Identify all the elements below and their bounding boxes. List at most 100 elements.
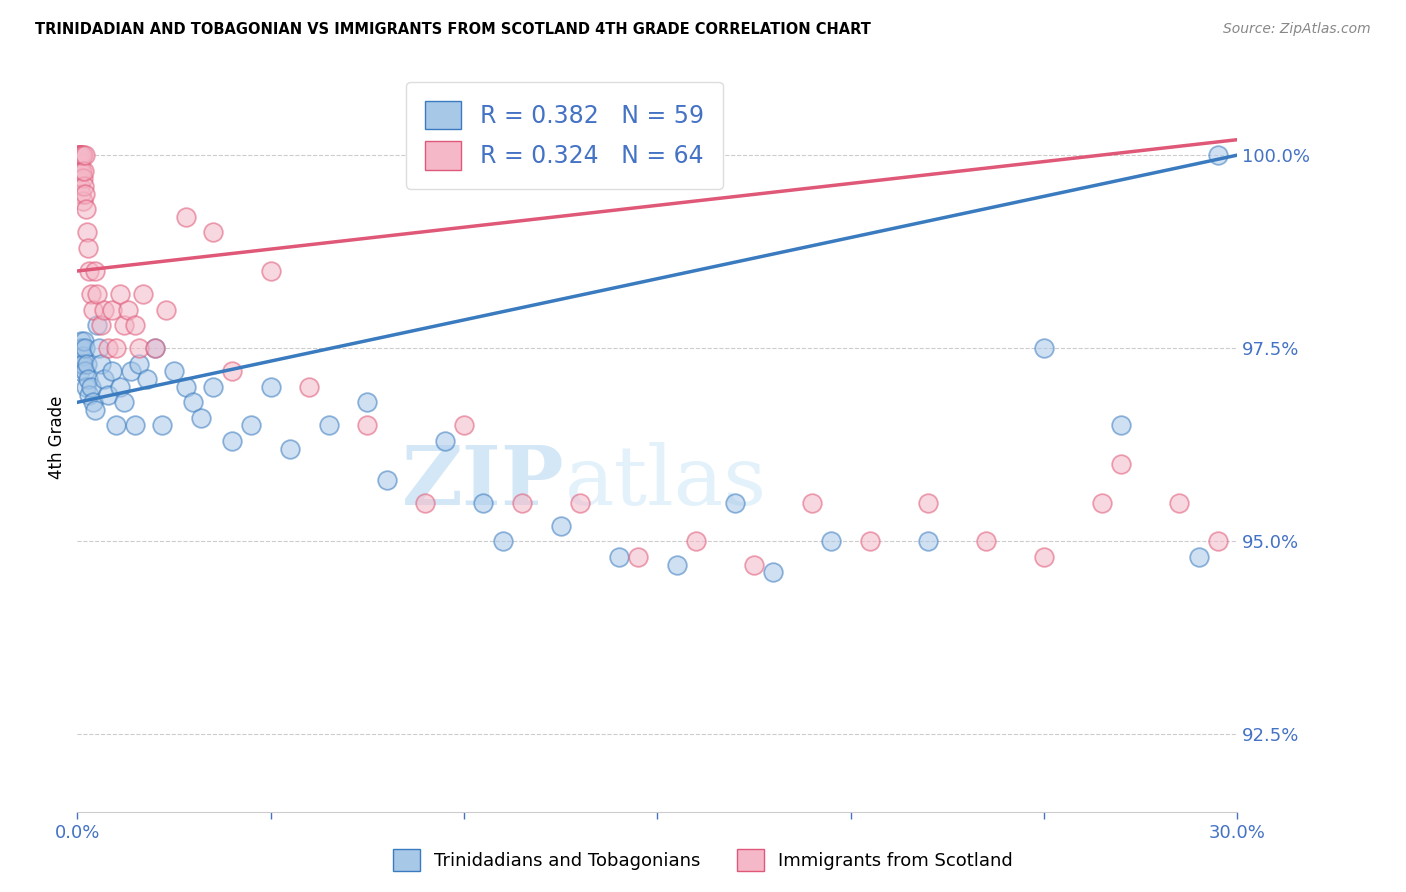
Point [69, 148, 91, 162]
Point [76, 357, 98, 371]
Point [356, 395, 378, 409]
Point [101, 364, 124, 378]
Point [259, 380, 281, 394]
Point [77, 372, 100, 386]
Point [82, 395, 104, 409]
Point [801, 496, 824, 510]
Point [75, 202, 97, 217]
Point [76, 226, 98, 240]
Point [221, 434, 243, 448]
Point [1187, 549, 1209, 564]
Point [128, 341, 150, 355]
Point [356, 418, 378, 433]
Point [124, 318, 146, 332]
Point [86, 318, 108, 332]
Point [73, 163, 96, 178]
Point [665, 558, 688, 572]
Point [742, 558, 765, 572]
Point [183, 395, 205, 409]
Point [97, 387, 120, 401]
Point [80, 287, 103, 301]
Point [120, 364, 143, 378]
Point [90, 357, 111, 371]
Point [510, 496, 533, 510]
Point [685, 534, 707, 549]
Point [108, 287, 131, 301]
Point [69, 156, 91, 170]
Point [298, 380, 321, 394]
Point [1111, 418, 1133, 433]
Point [1091, 496, 1114, 510]
Point [472, 496, 495, 510]
Point [73, 334, 96, 348]
Point [69, 341, 91, 355]
Point [221, 364, 243, 378]
Point [174, 380, 197, 394]
Point [627, 549, 650, 564]
Point [72, 148, 94, 162]
Point [132, 287, 155, 301]
Point [101, 302, 124, 317]
Point [75, 380, 97, 394]
Point [86, 287, 108, 301]
Point [1206, 148, 1229, 162]
Text: Source: ZipAtlas.com: Source: ZipAtlas.com [1223, 22, 1371, 37]
Point [93, 372, 115, 386]
Point [105, 341, 127, 355]
Point [820, 534, 842, 549]
Legend: Trinidadians and Tobagonians, Immigrants from Scotland: Trinidadians and Tobagonians, Immigrants… [385, 842, 1021, 879]
Point [155, 302, 177, 317]
Point [108, 380, 131, 394]
Point [70, 334, 93, 348]
Point [974, 534, 997, 549]
Point [128, 357, 150, 371]
Point [77, 264, 100, 278]
Point [75, 341, 96, 355]
Point [75, 186, 96, 201]
Point [453, 418, 475, 433]
Point [90, 318, 111, 332]
Point [917, 496, 939, 510]
Point [80, 380, 103, 394]
Point [70, 341, 93, 355]
Point [69, 179, 91, 194]
Point [72, 171, 94, 186]
Point [190, 410, 212, 425]
Point [69, 364, 91, 378]
Point [73, 179, 96, 194]
Point [201, 380, 224, 394]
Point [723, 496, 745, 510]
Point [75, 364, 96, 378]
Point [77, 387, 100, 401]
Point [67, 148, 90, 162]
Point [83, 264, 105, 278]
Point [143, 341, 166, 355]
Point [70, 163, 93, 178]
Point [117, 302, 139, 317]
Point [1032, 341, 1054, 355]
Point [77, 241, 100, 255]
Point [1206, 534, 1229, 549]
Point [278, 442, 301, 456]
Point [859, 534, 882, 549]
Point [163, 364, 186, 378]
Point [87, 341, 110, 355]
Point [83, 403, 105, 417]
Point [135, 372, 157, 386]
Point [72, 349, 94, 363]
Point [67, 163, 90, 178]
Point [97, 341, 120, 355]
Point [762, 566, 785, 580]
Point [240, 418, 263, 433]
Point [112, 318, 135, 332]
Y-axis label: 4th Grade: 4th Grade [48, 395, 66, 479]
Point [72, 194, 94, 209]
Point [82, 302, 104, 317]
Point [492, 534, 515, 549]
Legend: R = 0.382   N = 59, R = 0.324   N = 64: R = 0.382 N = 59, R = 0.324 N = 64 [406, 82, 723, 189]
Point [318, 418, 340, 433]
Point [93, 302, 115, 317]
Point [69, 148, 91, 162]
Point [67, 171, 90, 186]
Point [375, 473, 398, 487]
